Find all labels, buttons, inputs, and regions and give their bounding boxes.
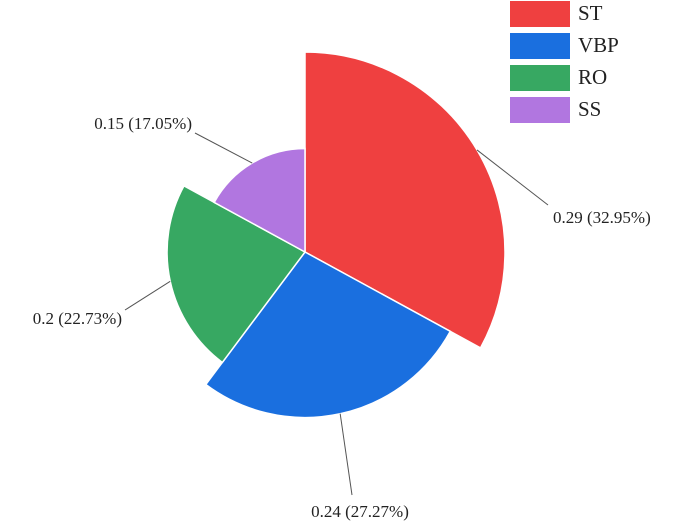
legend-swatch — [510, 33, 570, 59]
legend-label: VBP — [578, 33, 619, 57]
legend-label: ST — [578, 1, 603, 25]
data-label: 0.29 (32.95%) — [553, 208, 651, 227]
leader-line — [124, 280, 171, 311]
rose-slice — [204, 251, 452, 419]
legend-label: SS — [578, 97, 601, 121]
legend-label: RO — [578, 65, 607, 89]
rose-slice — [213, 147, 306, 254]
data-label: 0.24 (27.27%) — [311, 502, 409, 521]
data-label: 0.2 (22.73%) — [33, 309, 122, 328]
legend-swatch — [510, 1, 570, 27]
leader-line — [339, 413, 353, 496]
leader-line — [194, 132, 253, 164]
legend-swatch — [510, 65, 570, 91]
legend-swatch — [510, 97, 570, 123]
rose-slice — [166, 184, 307, 364]
leader-line — [476, 149, 549, 206]
data-label: 0.15 (17.05%) — [94, 114, 192, 133]
